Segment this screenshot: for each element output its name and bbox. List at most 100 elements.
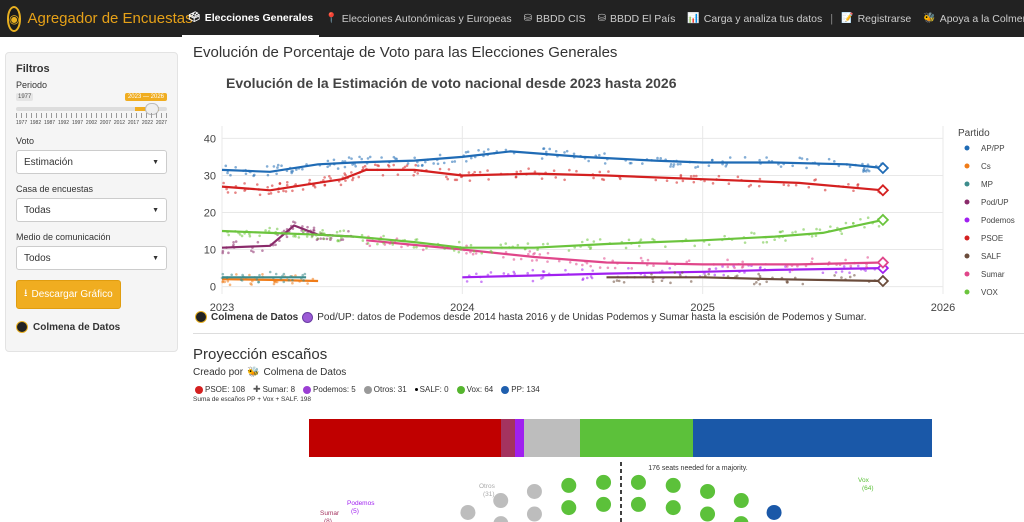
medio-select[interactable]: Todos ▼ xyxy=(16,246,167,270)
poll-point xyxy=(676,163,680,166)
poll-point xyxy=(565,149,569,153)
poll-point xyxy=(292,234,295,238)
poll-point xyxy=(490,251,494,254)
nav-elecciones-generales[interactable]: 🗳 Elecciones Generales xyxy=(182,0,320,37)
poll-point xyxy=(757,184,761,188)
poll-point xyxy=(295,168,298,171)
poll-point xyxy=(747,185,751,188)
poll-point xyxy=(810,235,814,238)
nav-registrarse[interactable]: 📝 Registrarse xyxy=(835,0,917,37)
poll-point xyxy=(474,252,478,255)
poll-point xyxy=(597,153,601,157)
poll-point xyxy=(627,238,631,242)
slider-min-label: 1977 xyxy=(16,93,34,101)
nav-bbdd-cis[interactable]: ⛁ BBDD CIS xyxy=(518,0,592,37)
series-line xyxy=(606,276,883,283)
seat-legend-item: Otros: 31 xyxy=(363,385,407,394)
poll-point xyxy=(669,162,673,166)
seat-dot xyxy=(665,500,681,516)
x-tick-label: 2025 xyxy=(690,302,714,312)
hemicycle-chart: 176 seats needed for a majority.Podemos(… xyxy=(320,462,874,522)
poll-point xyxy=(284,190,288,193)
last-value-marker xyxy=(876,213,890,227)
nav-label: Apoya a la Colmena! xyxy=(939,12,1024,25)
slider-tick-label: 2027 xyxy=(155,120,167,126)
hemicycle-label: Sumar xyxy=(320,510,340,517)
poll-point xyxy=(472,249,476,253)
seat-dot xyxy=(561,500,577,516)
poll-point xyxy=(225,187,228,191)
poll-point xyxy=(864,269,867,272)
legend-label: Podemos xyxy=(981,216,1015,225)
poll-point xyxy=(757,272,760,276)
poll-point xyxy=(230,273,233,277)
poll-point xyxy=(221,280,224,284)
poll-point xyxy=(516,243,520,247)
brand[interactable]: ◉ Agregador de Encuestas xyxy=(0,0,193,37)
poll-point xyxy=(235,273,238,276)
poll-point xyxy=(758,274,762,278)
poll-point xyxy=(276,166,279,169)
last-value-marker xyxy=(876,274,890,288)
poll-point xyxy=(821,271,825,275)
brand-title[interactable]: Agregador de Encuestas xyxy=(27,10,193,27)
poll-point xyxy=(833,160,836,163)
poll-point xyxy=(453,178,457,182)
poll-point xyxy=(811,257,814,260)
poll-point xyxy=(773,238,776,241)
poll-point xyxy=(554,149,558,153)
seat-legend-label: SALF: 0 xyxy=(419,385,449,394)
poll-point xyxy=(248,234,252,238)
projection-title: Proyección escaños xyxy=(193,346,328,363)
poll-point xyxy=(275,227,279,231)
poll-point xyxy=(226,171,229,175)
periodo-slider[interactable]: 1977 2023 — 2026 1977 1982 1987 1992 1997 200… xyxy=(16,93,167,131)
poll-point xyxy=(723,234,726,238)
poll-point xyxy=(714,267,718,270)
series-line xyxy=(221,150,884,173)
poll-point xyxy=(239,278,243,282)
poll-point xyxy=(392,155,396,159)
casa-label: Casa de encuestas xyxy=(16,184,94,194)
voto-select[interactable]: Estimación ▼ xyxy=(16,150,167,174)
poll-point xyxy=(652,264,655,268)
poll-point xyxy=(823,188,827,192)
poll-point xyxy=(305,235,309,238)
poll-point xyxy=(350,157,353,160)
poll-point xyxy=(761,241,765,244)
poll-point xyxy=(248,273,251,277)
slider-track[interactable] xyxy=(16,107,167,111)
poll-point xyxy=(473,170,476,174)
poll-point xyxy=(572,152,576,156)
poll-point xyxy=(274,243,277,247)
seat-dot xyxy=(493,516,509,522)
legend-swatch xyxy=(964,253,970,259)
nav-bbdd-elpais[interactable]: ⛁ BBDD El País xyxy=(592,0,682,37)
poll-point xyxy=(265,165,269,168)
poll-point xyxy=(672,163,676,166)
hemicycle-count: (8) xyxy=(324,518,332,522)
poll-point xyxy=(471,252,475,256)
vote-chart[interactable]: Evolución de la Estimación de voto nacio… xyxy=(193,66,1024,334)
caption-brand: Colmena de Datos xyxy=(211,311,299,323)
poll-point xyxy=(606,266,610,270)
poll-point xyxy=(287,278,291,282)
download-chart-button[interactable]: ⭳ Descargar Gráfico xyxy=(16,280,121,309)
poll-point xyxy=(563,151,566,154)
nav-apoya[interactable]: 🐝 Apoya a la Colmena! xyxy=(917,0,1024,37)
nav-carga-datos[interactable]: 📊 Carga y analiza tus datos xyxy=(681,0,828,37)
poll-point xyxy=(502,255,505,259)
slider-tick-label: 2017 xyxy=(127,120,139,126)
poll-point xyxy=(765,280,768,284)
poll-point xyxy=(603,257,606,260)
poll-point xyxy=(311,277,315,281)
poll-point xyxy=(489,271,493,274)
casa-select[interactable]: Todas ▼ xyxy=(16,198,167,222)
poll-point xyxy=(341,238,345,241)
sum-note: Suma de escaños PP + Vox + SALF. 198 xyxy=(193,396,312,403)
poll-point xyxy=(412,246,416,249)
seat-dot xyxy=(460,504,476,520)
x-tick-label: 2023 xyxy=(210,302,234,312)
poll-point xyxy=(344,179,347,182)
nav-autonomicas[interactable]: 📍 Elecciones Autonómicas y Europeas xyxy=(319,0,517,37)
